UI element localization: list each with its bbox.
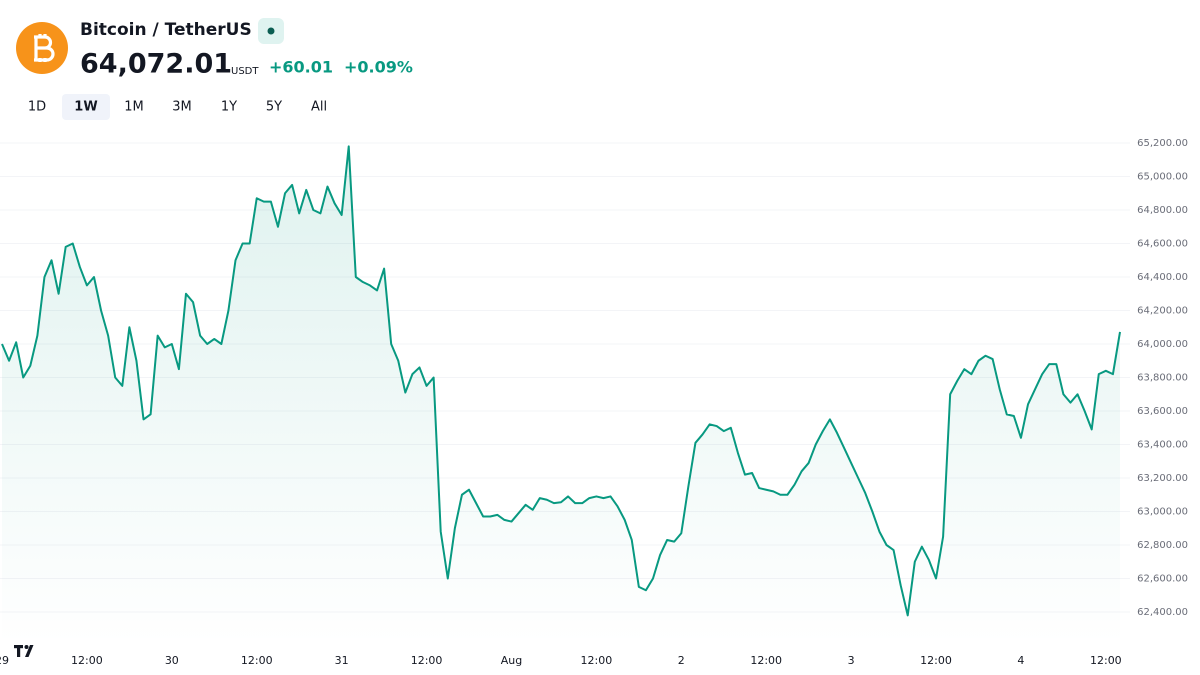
y-tick-label: 64,400.00 xyxy=(1137,272,1188,283)
coin-icon xyxy=(16,22,68,74)
y-tick-label: 65,200.00 xyxy=(1137,138,1188,149)
y-tick-label: 63,200.00 xyxy=(1137,473,1188,484)
y-tick-label: 62,800.00 xyxy=(1137,540,1188,551)
y-tick-label: 63,400.00 xyxy=(1137,440,1188,451)
range-active-bg xyxy=(62,94,110,120)
plot xyxy=(1,145,1121,646)
y-tick-label: 64,600.00 xyxy=(1137,239,1188,250)
price-change: +60.01 xyxy=(269,58,333,77)
x-tick-label: 12:00 xyxy=(1090,654,1122,667)
y-tick-label: 63,800.00 xyxy=(1137,373,1188,384)
price-change-percent: +0.09% xyxy=(344,58,413,77)
x-tick-label: 12:00 xyxy=(241,654,273,667)
x-tick-label: 12:00 xyxy=(750,654,782,667)
x-tick-label: 12:00 xyxy=(920,654,952,667)
y-tick-label: 62,400.00 xyxy=(1137,607,1188,618)
y-tick-label: 64,200.00 xyxy=(1137,306,1188,317)
tv-logo xyxy=(14,645,34,657)
y-tick-label: 62,600.00 xyxy=(1137,574,1188,585)
x-tick-label: 31 xyxy=(335,654,349,667)
range-selector: 1D 1W 1M 3M 1Y 5Y All xyxy=(28,94,327,120)
y-tick-label: 63,000.00 xyxy=(1137,507,1188,518)
y-tick-label: 64,800.00 xyxy=(1137,205,1188,216)
area-fill xyxy=(2,146,1120,646)
currency: USDT xyxy=(231,66,259,77)
x-tick-label: 12:00 xyxy=(71,654,103,667)
x-tick-label: 2 xyxy=(678,654,685,667)
range-button[interactable]: 1D xyxy=(28,100,46,115)
range-button[interactable]: 1Y xyxy=(221,100,237,115)
x-tick-label: Aug xyxy=(501,654,522,667)
x-tick-label: 29 xyxy=(0,654,9,667)
status-dot xyxy=(267,27,275,35)
range-button[interactable]: 5Y xyxy=(266,100,282,115)
x-tick-label: 12:00 xyxy=(411,654,443,667)
x-tick-label: 3 xyxy=(848,654,855,667)
range-button[interactable]: All xyxy=(311,100,327,115)
price: 64,072.01 xyxy=(80,49,232,80)
range-button[interactable]: 1M xyxy=(124,100,144,115)
y-tick-label: 63,600.00 xyxy=(1137,406,1188,417)
range-button[interactable]: 3M xyxy=(172,100,192,115)
symbol-title: Bitcoin / TetherUS xyxy=(80,20,252,40)
x-tick-label: 12:00 xyxy=(581,654,613,667)
y-tick-label: 65,000.00 xyxy=(1137,172,1188,183)
axes: 62,400.00 62,600.00 62,800.00 63,000.00 63,2… xyxy=(0,138,1188,667)
range-button[interactable]: 1W xyxy=(74,100,97,115)
price-line xyxy=(1,145,1121,617)
x-tick-label: 30 xyxy=(165,654,179,667)
x-tick-label: 4 xyxy=(1017,654,1024,667)
y-tick-label: 64,000.00 xyxy=(1137,339,1188,350)
